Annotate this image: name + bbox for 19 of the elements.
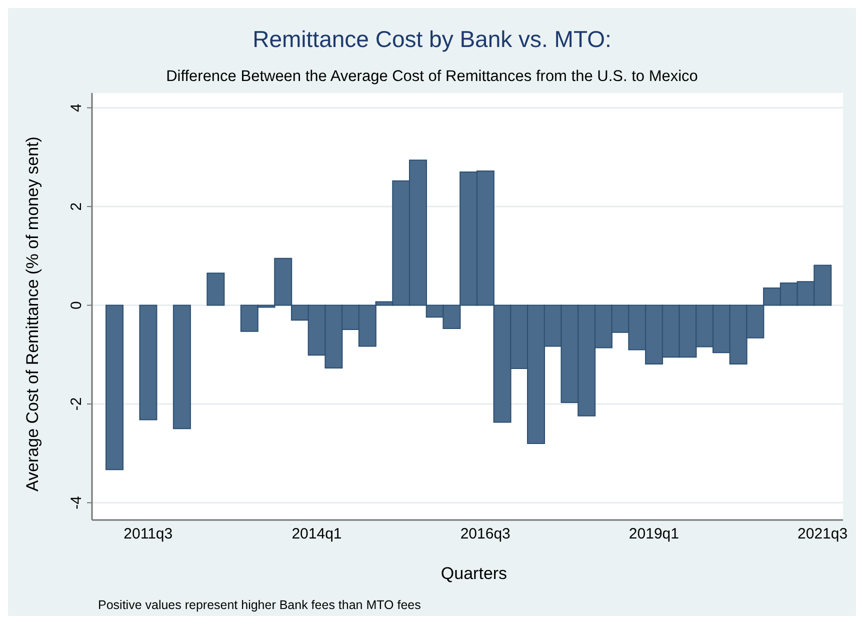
bar (206, 272, 225, 306)
y-axis-title: Average Cost of Remittance (% of money sent) (23, 136, 43, 492)
x-tick-label: 2016q3 (460, 526, 510, 543)
y-tick-label: 2 (68, 202, 85, 211)
x-tick-label: 2011q3 (124, 526, 173, 543)
y-tick-label: -4 (68, 496, 85, 510)
x-axis-title: Quarters (440, 564, 508, 583)
chart-title: Remittance Cost by Bank vs. MTO: (252, 26, 612, 53)
y-tick-label: -2 (68, 397, 85, 411)
text: Positive values represent higher Bank fees than MTO fees (98, 598, 421, 612)
y-tick-label: 0 (68, 301, 85, 310)
x-tick-label: 2019q1 (628, 526, 679, 543)
chart-subtitle: Difference Between the Average Cost of Remittances from the U.S. to Mexico (165, 68, 699, 86)
y-tick-label: 4 (68, 104, 85, 112)
bar (172, 304, 191, 430)
x-tick-label: 2021q3 (798, 526, 848, 543)
bar (106, 304, 124, 470)
bar (139, 304, 158, 420)
x-tick-label: 2014q1 (292, 526, 342, 543)
